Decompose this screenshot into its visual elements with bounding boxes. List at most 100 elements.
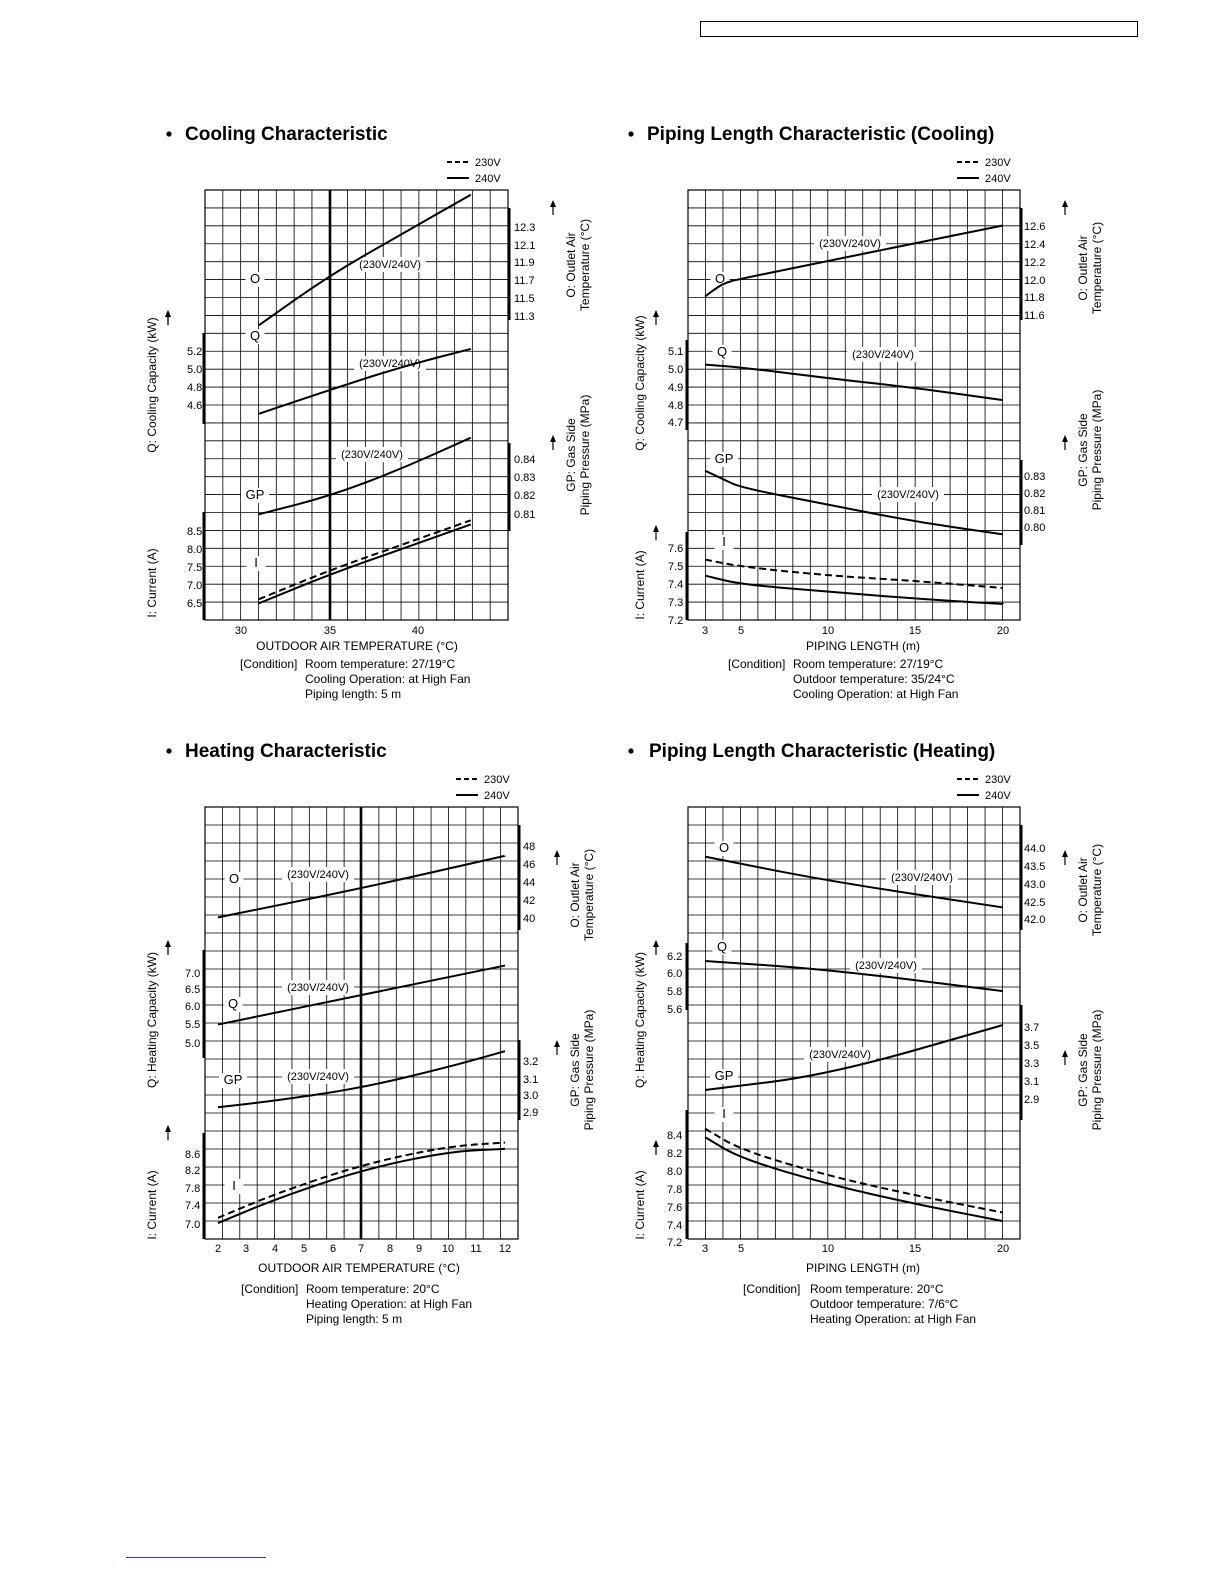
axis-arrow-head	[1062, 200, 1068, 207]
chart-title: Piping Length Characteristic (Heating)	[649, 741, 995, 762]
curve-code-bg	[223, 997, 243, 1012]
y-tick-label: 5.8	[667, 986, 682, 998]
y-axis-title: I: Current (A)	[633, 1170, 647, 1239]
curve-series-label: (230V/240V)	[809, 1049, 871, 1061]
y-tick-label: 7.8	[667, 1184, 682, 1196]
curve-code-label: I	[722, 1106, 726, 1121]
series-line-i-230v	[704, 558, 1004, 589]
legend-label-240v: 240V	[985, 790, 1011, 802]
y-tick-label: 11.7	[514, 275, 535, 287]
y-tick-label: 2.9	[1024, 1094, 1039, 1106]
y-tick-label: 0.81	[1024, 505, 1045, 517]
piping-length-heating-chart: Piping Length Characteristic (Heating) 23…	[628, 741, 1104, 1326]
series-line-o-both	[704, 855, 1004, 909]
curve-label-bg	[354, 356, 426, 371]
y-tick-label: 0.81	[514, 509, 535, 521]
y-tick-label: 4.7	[668, 417, 683, 429]
curve-label-bg	[282, 980, 354, 995]
y-tick-label: 8.0	[667, 1166, 682, 1178]
y-tick-label: 42.0	[1024, 914, 1045, 926]
curve-code-bg	[245, 272, 265, 287]
y-tick-label: 7.5	[187, 562, 202, 574]
curve-code-label: Q	[228, 996, 238, 1011]
y-tick-label: 7.6	[667, 1202, 682, 1214]
x-tick-label: 7	[358, 1243, 364, 1255]
y-tick-label: 3.1	[1024, 1076, 1039, 1088]
series-line-o-both	[217, 854, 506, 919]
curve-code-bg	[712, 940, 732, 955]
curve-code-label: I	[254, 555, 258, 570]
axis-title-group: Q: Cooling Capacity (kW)	[633, 315, 647, 450]
curve-series-label: (230V/240V)	[287, 982, 349, 994]
y-tick-label: 0.82	[1024, 488, 1045, 500]
y-axis-title: O: Outlet Air	[564, 232, 578, 297]
curve-code-label: Q	[717, 344, 727, 359]
y-tick-label: 7.4	[668, 579, 683, 591]
curve-label-bg	[804, 1047, 876, 1062]
curve-series-label: (230V/240V)	[287, 1071, 349, 1083]
curve-code-label: GP	[715, 1068, 734, 1083]
series-line-i-240v	[217, 1147, 506, 1225]
x-axis-title: OUTDOOR AIR TEMPERATURE (°C)	[258, 1261, 460, 1275]
y-axis-title: Piping Pressure (MPa)	[1090, 1010, 1104, 1131]
series-line-i-240v	[704, 574, 1004, 605]
cooling-characteristic-chart: Cooling Characteristic 230V 240V 30 35 40 OUTD…	[145, 124, 592, 701]
series-line-q-both	[258, 347, 472, 415]
axis-title-group: I: Current (A)	[633, 1170, 647, 1239]
y-tick-label: 44.0	[1024, 843, 1045, 855]
axis-arrow-head	[165, 1125, 171, 1132]
condition-line: Room temperature: 20°C	[306, 1282, 440, 1296]
axis-arrow-head	[554, 850, 560, 857]
series-line-gp-both	[704, 469, 1004, 536]
curve-label-bg	[814, 236, 886, 251]
condition-line: Cooling Operation: at High Fan	[793, 687, 958, 701]
axis-title-group: GP: Gas Side Piping Pressure (MPa)	[568, 1010, 596, 1131]
axis-title-group: Q: Heating Capacity (kW)	[145, 952, 159, 1088]
curve-series-label: (230V/240V)	[341, 449, 403, 461]
curve-code-bg	[224, 872, 244, 887]
condition-line: Piping length: 5 m	[305, 687, 401, 701]
condition-line: Room temperature: 20°C	[810, 1282, 944, 1296]
y-axis-title: Q: Heating Capacity (kW)	[633, 952, 647, 1088]
header-box	[700, 21, 1138, 37]
curve-label-bg	[886, 870, 958, 885]
axis-arrow-head	[550, 435, 556, 442]
series-line-o-both	[258, 193, 472, 327]
y-axis-title: GP: Gas Side	[1076, 413, 1090, 487]
legend-label-230v: 230V	[985, 774, 1011, 786]
y-tick-label: 3.0	[523, 1090, 538, 1102]
curve-code-bg	[712, 345, 732, 360]
y-tick-label: 6.0	[185, 1001, 200, 1013]
series-line-i-230v	[258, 519, 472, 601]
axis-title-group: O: Outlet Air Temperature (°C)	[1076, 844, 1104, 936]
y-axis-title: O: Outlet Air	[1076, 235, 1090, 300]
legend-label-230v: 230V	[985, 157, 1011, 169]
chart-title: Cooling Characteristic	[185, 124, 388, 145]
series-line-q-both	[704, 363, 1004, 402]
x-tick-label: 6	[330, 1243, 336, 1255]
y-tick-label: 11.5	[514, 293, 535, 305]
axis-arrow-head	[1062, 850, 1068, 857]
x-axis-title: PIPING LENGTH (m)	[806, 1261, 920, 1275]
x-tick-label: 10	[822, 1243, 834, 1255]
axis-title-group: I: Current (A)	[145, 1170, 159, 1239]
curve-code-bg	[241, 488, 269, 503]
curve-series-label: (230V/240V)	[855, 960, 917, 972]
condition-line: Room temperature: 27/19°C	[305, 657, 456, 671]
y-axis-title: Piping Pressure (MPa)	[1090, 390, 1104, 511]
axis-arrow-head	[554, 1040, 560, 1047]
y-axis-title: Q: Cooling Capacity (kW)	[145, 317, 159, 452]
curve-code-label: O	[719, 840, 729, 855]
axis-arrow-head	[653, 940, 659, 947]
curve-label-bg	[282, 867, 354, 882]
title-bullet	[628, 748, 634, 754]
y-tick-label: 48	[523, 841, 535, 853]
y-axis-title: I: Current (A)	[145, 548, 159, 617]
y-tick-label: 5.6	[667, 1004, 682, 1016]
condition-tag: [Condition]	[728, 657, 785, 671]
curve-code-label: I	[722, 534, 726, 549]
condition-tag: [Condition]	[240, 657, 297, 671]
y-tick-label: 4.8	[187, 382, 202, 394]
series-line-i-230v	[217, 1141, 506, 1219]
